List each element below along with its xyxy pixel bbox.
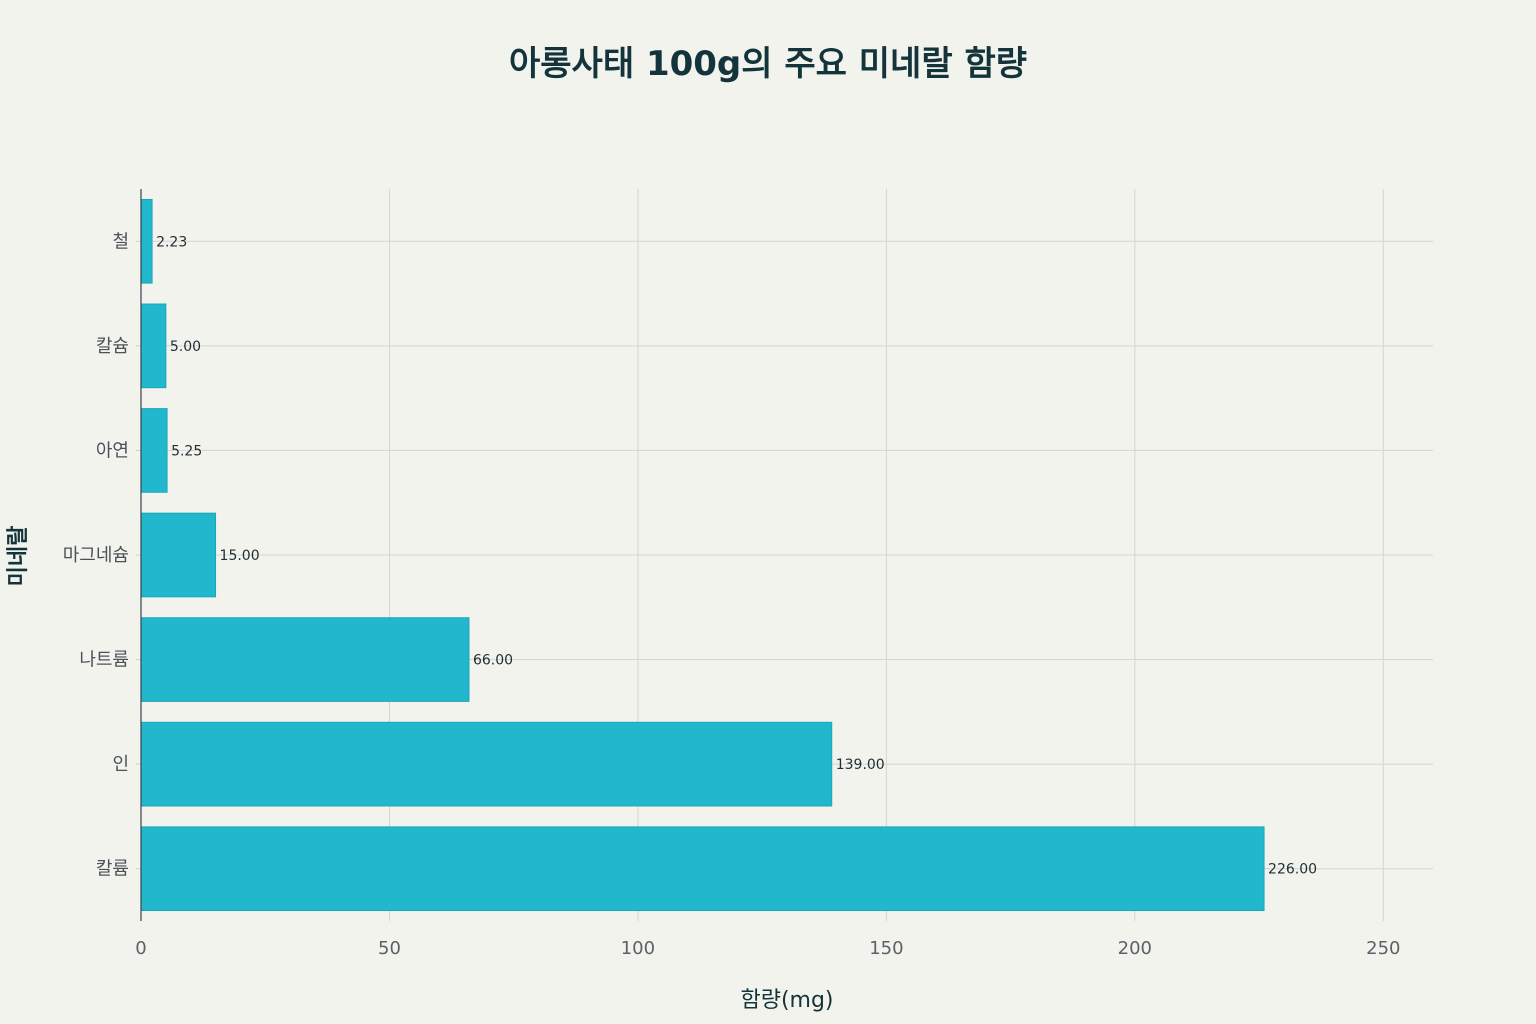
- category-label: 철: [112, 231, 129, 252]
- bar-value-label: 139.00: [836, 757, 885, 773]
- chart-title: 아롱사태 100g의 주요 미네랄 함량: [508, 44, 1028, 84]
- category-label: 칼륨: [96, 859, 129, 880]
- x-tick-label: 200: [1118, 938, 1152, 959]
- bar: [140, 303, 167, 389]
- bar-value-label: 226.00: [1268, 862, 1317, 878]
- x-tick-label: 250: [1366, 938, 1400, 959]
- x-tick-label: 0: [135, 938, 146, 959]
- bar-value-label: 2.23: [156, 234, 187, 250]
- bar: [140, 826, 1265, 912]
- category-label: 칼슘: [96, 336, 129, 357]
- bar: [140, 512, 217, 598]
- category-label: 아연: [96, 440, 129, 461]
- bar-value-label: 15.00: [220, 548, 260, 564]
- category-label: 인: [112, 754, 129, 775]
- category-label: 나트륨: [79, 650, 129, 671]
- bar-value-label: 5.25: [171, 443, 202, 459]
- x-axis-title: 함량(mg): [740, 988, 834, 1013]
- bar: [140, 408, 168, 493]
- x-tick-label: 150: [869, 938, 903, 959]
- category-label: 마그네슘: [63, 545, 129, 566]
- bar-value-label: 5.00: [170, 339, 201, 355]
- x-tick-label: 100: [621, 938, 655, 959]
- bar: [140, 617, 470, 702]
- y-axis-title: 미네랄: [6, 525, 31, 587]
- bar: [140, 721, 833, 807]
- bar: [140, 198, 153, 284]
- bar-value-label: 66.00: [473, 653, 513, 669]
- x-tick-label: 50: [378, 938, 401, 959]
